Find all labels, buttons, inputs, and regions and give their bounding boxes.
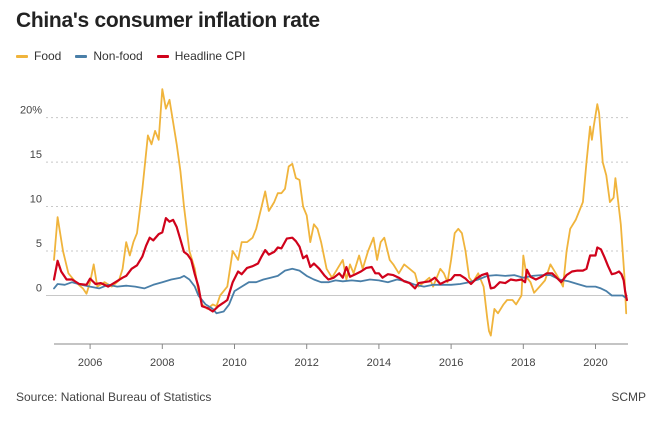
x-tick-label: 2012: [294, 357, 318, 369]
legend: Food Non-food Headline CPI: [16, 49, 259, 63]
x-tick-label: 2014: [367, 357, 391, 369]
y-axis-ticks: 0 5 10 15 20%: [20, 105, 42, 295]
x-tick-label: 2020: [583, 357, 607, 369]
y-tick-label: 10: [30, 194, 42, 206]
legend-swatch-food: [16, 54, 28, 58]
series-line-headline-cpi: [52, 217, 628, 313]
x-tick-label: 2018: [511, 357, 535, 369]
legend-item-non-food: Non-food: [75, 49, 143, 63]
y-tick-label: 15: [30, 149, 42, 161]
legend-item-food: Food: [16, 49, 61, 63]
legend-swatch-non-food: [75, 54, 88, 58]
x-tick-label: 2010: [222, 357, 246, 369]
x-tick-label: 2016: [439, 357, 463, 369]
x-tick-label: 2008: [150, 357, 174, 369]
legend-item-headline-cpi: Headline CPI: [156, 49, 246, 63]
y-tick-label: 5: [36, 238, 42, 250]
legend-swatch-headline-cpi: [156, 54, 169, 58]
legend-label-headline-cpi: Headline CPI: [174, 49, 246, 63]
series-line-food: [53, 88, 628, 337]
y-tick-label: 0: [36, 283, 42, 295]
series-lines: [52, 88, 628, 337]
gridlines: [46, 117, 628, 297]
chart-title: China's consumer inflation rate: [16, 9, 320, 32]
series-line-non-food: [53, 267, 628, 315]
legend-label-food: Food: [34, 49, 62, 63]
x-axis-ticks: 2006 2008 2010 2012 2014 2016 2018 2020: [54, 343, 628, 369]
legend-label-non-food: Non-food: [93, 49, 143, 63]
x-tick-label: 2006: [78, 357, 102, 369]
y-tick-label: 20%: [20, 105, 42, 117]
source-note: Source: National Bureau of Statistics: [16, 390, 212, 404]
credit: SCMP: [611, 390, 646, 404]
